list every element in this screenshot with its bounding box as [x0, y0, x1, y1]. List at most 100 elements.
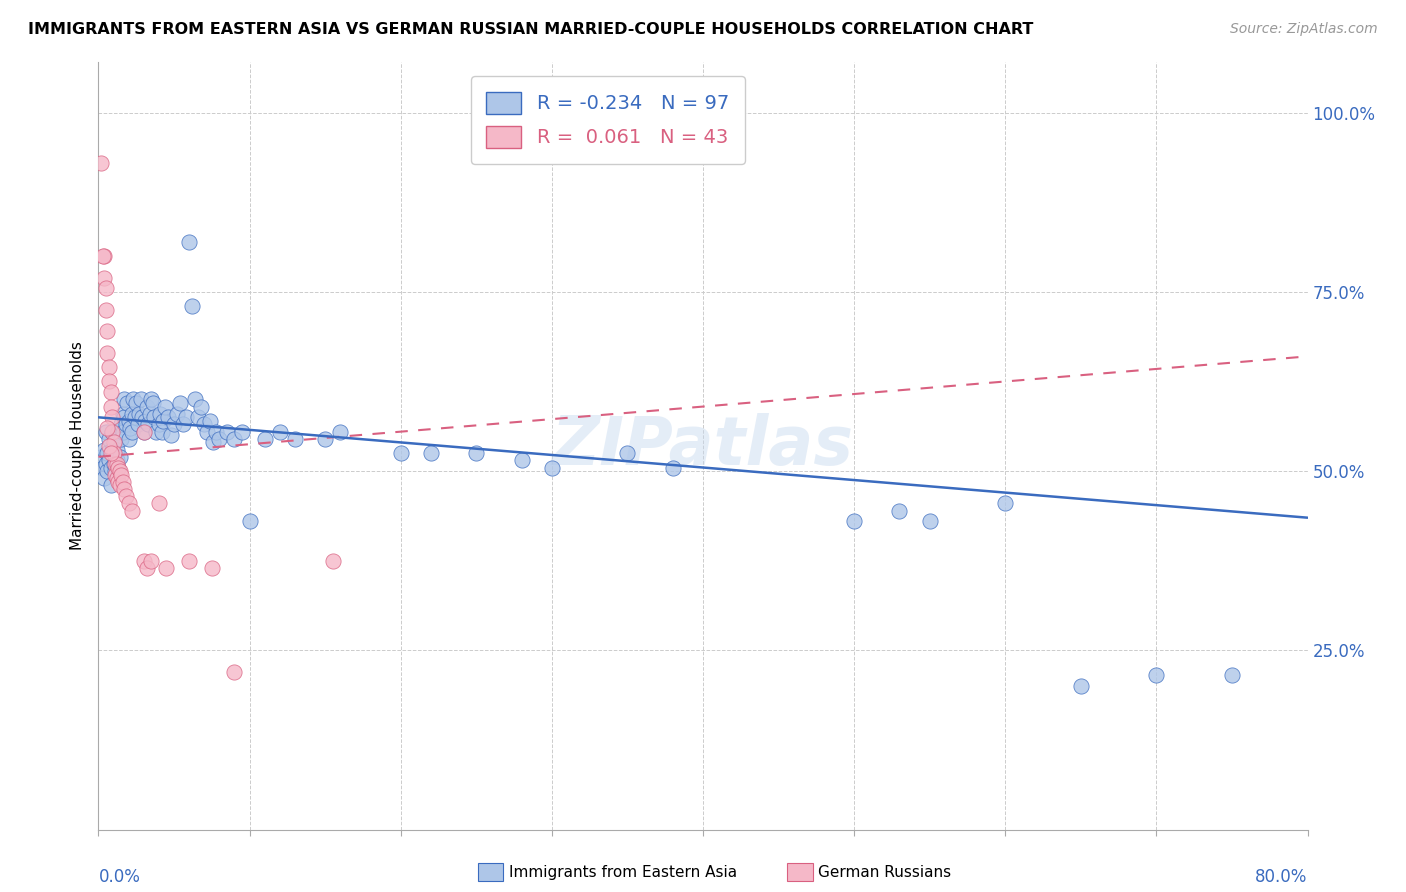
Point: [187, 410, 209, 425]
Point: [118, 496, 141, 510]
Point: [121, 407, 143, 421]
Point: [104, 464, 127, 478]
Text: IMMIGRANTS FROM EASTERN ASIA VS GERMAN RUSSIAN MARRIED-COUPLE HOUSEHOLDS CORRELA: IMMIGRANTS FROM EASTERN ASIA VS GERMAN R…: [28, 22, 1033, 37]
Point: [105, 457, 128, 471]
Point: [181, 299, 204, 313]
Point: [98, 360, 121, 375]
Point: [121, 425, 143, 439]
Point: [103, 457, 125, 471]
Point: [96, 446, 118, 460]
Point: [190, 400, 212, 414]
Point: [104, 467, 127, 482]
Point: [107, 460, 129, 475]
Point: [420, 446, 443, 460]
Text: ZIPatlas: ZIPatlas: [553, 413, 853, 479]
Point: [107, 425, 129, 439]
Point: [94, 281, 117, 295]
Point: [184, 392, 207, 407]
Point: [195, 425, 218, 439]
Point: [135, 400, 157, 414]
Point: [166, 407, 188, 421]
Point: [269, 425, 291, 439]
Point: [239, 514, 262, 528]
Point: [224, 665, 246, 679]
Point: [253, 432, 276, 446]
Point: [122, 392, 145, 407]
Point: [110, 467, 132, 482]
Point: [96, 324, 118, 338]
Point: [108, 450, 131, 464]
Point: [90, 156, 112, 170]
Point: [136, 417, 159, 432]
Point: [918, 514, 941, 528]
Point: [118, 414, 141, 428]
Point: [103, 446, 125, 460]
Point: [103, 435, 125, 450]
Point: [111, 475, 134, 489]
Point: [110, 432, 132, 446]
Point: [124, 410, 146, 425]
Point: [179, 235, 201, 249]
Point: [91, 249, 114, 263]
Point: [100, 385, 122, 400]
Point: [94, 302, 117, 317]
Point: [131, 410, 153, 425]
Point: [284, 432, 307, 446]
Point: [143, 410, 166, 425]
Point: [101, 410, 124, 425]
Point: [149, 407, 172, 421]
Point: [101, 425, 124, 439]
Point: [142, 396, 165, 410]
Point: [114, 417, 136, 432]
Point: [1220, 668, 1243, 682]
Point: [98, 439, 121, 453]
Point: [540, 460, 562, 475]
Point: [96, 346, 118, 360]
Point: [160, 428, 183, 442]
Point: [141, 392, 163, 407]
Point: [94, 457, 117, 471]
Point: [108, 464, 131, 478]
Point: [90, 450, 112, 464]
Point: [112, 482, 135, 496]
Point: [100, 460, 122, 475]
Point: [150, 425, 173, 439]
Text: Source: ZipAtlas.com: Source: ZipAtlas.com: [1230, 22, 1378, 37]
Point: [93, 270, 115, 285]
Point: [134, 414, 156, 428]
Point: [98, 375, 121, 389]
Point: [844, 514, 866, 528]
Point: [322, 554, 344, 568]
Point: [389, 446, 412, 460]
Point: [91, 460, 114, 475]
Point: [120, 421, 142, 435]
Point: [616, 446, 638, 460]
Point: [105, 453, 128, 467]
Point: [152, 414, 174, 428]
Point: [115, 396, 138, 410]
Point: [128, 407, 150, 421]
Point: [104, 457, 127, 471]
Point: [100, 446, 122, 460]
Point: [169, 396, 191, 410]
Point: [110, 417, 132, 432]
Point: [994, 496, 1017, 510]
Point: [93, 442, 115, 457]
Point: [224, 432, 246, 446]
Point: [889, 503, 911, 517]
Point: [465, 446, 488, 460]
Point: [174, 410, 197, 425]
Point: [125, 396, 148, 410]
Point: [200, 414, 222, 428]
Point: [153, 400, 176, 414]
Point: [208, 432, 231, 446]
Legend: R = -0.234   N = 97, R =  0.061   N = 43: R = -0.234 N = 97, R = 0.061 N = 43: [471, 76, 745, 164]
Point: [148, 496, 170, 510]
Point: [108, 478, 131, 492]
Point: [148, 417, 170, 432]
Point: [98, 432, 121, 446]
Point: [96, 464, 118, 478]
Point: [114, 489, 136, 503]
Point: [314, 432, 336, 446]
Point: [179, 554, 201, 568]
